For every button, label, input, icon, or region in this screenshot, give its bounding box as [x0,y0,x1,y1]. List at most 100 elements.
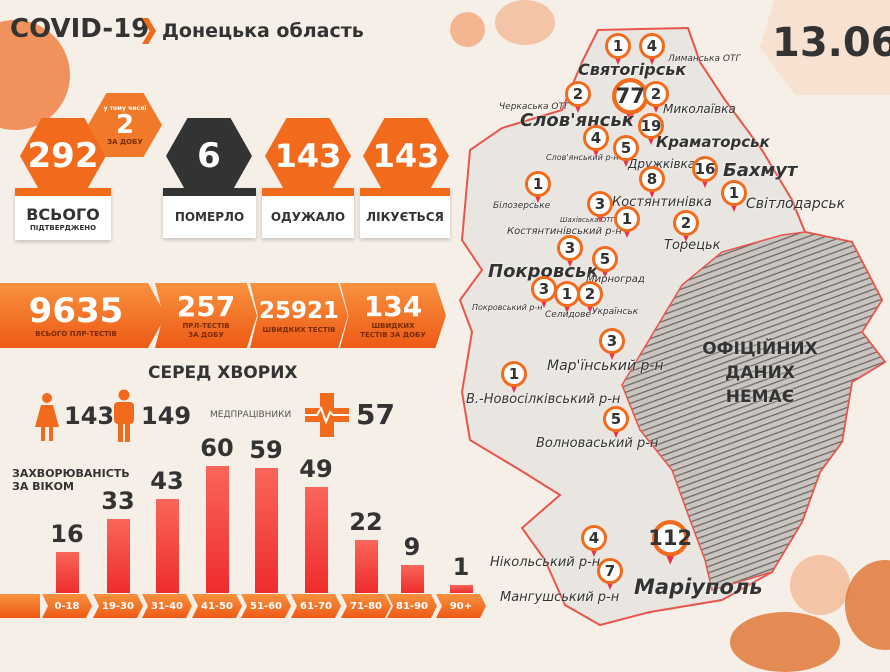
pin-count: 2 [577,281,603,307]
pin-count: 2 [565,81,591,107]
map-pin[interactable]: 2 [673,210,699,244]
map-pin[interactable]: 2 [643,81,669,115]
map-label: Покровськ [488,261,599,282]
pin-count: 1 [614,206,640,232]
map-label: Волноваський р-н [536,436,659,451]
daily-label: ЗА ДОБУ [107,137,143,146]
map-pin[interactable]: 8 [639,166,665,200]
pin-count: 1 [525,171,551,197]
age-tick: 51-60 [241,594,291,618]
map-label: В.-Новосілківський р-н [466,392,621,407]
map-label: Торецьк [664,238,721,253]
died-card: ПОМЕРЛО [163,188,256,238]
tests-total-label: ВСЬОГО ПЛР-ТЕСТІВ [35,330,117,338]
bar-value: 60 [200,434,234,462]
pin-count: 4 [581,525,607,551]
map-pin[interactable]: 1 [501,361,527,395]
map-pin[interactable]: 3 [557,235,583,269]
pin-count: 5 [592,246,618,272]
map-pin[interactable]: 4 [581,525,607,559]
pin-count: 2 [673,210,699,236]
map-pin[interactable]: 77 [612,78,649,126]
map-label: Слов'янський р-н [546,153,619,162]
map-pin[interactable]: 2 [577,281,603,315]
bar-value: 9 [403,533,421,562]
virus-decoration [790,555,850,615]
map-pin[interactable]: 5 [603,406,629,440]
map-pin[interactable]: 7 [597,558,623,592]
map-label: Нікольський р-н [490,555,601,570]
age-tick: 19-30 [93,594,143,618]
bar-value: 1 [452,553,470,581]
pin-count: 3 [531,276,557,302]
pin-count: 4 [639,33,665,59]
pin-count: 77 [612,78,649,115]
pin-count: 5 [613,135,639,161]
map-pin[interactable]: 19 [638,113,664,147]
region-title: Донецька область [162,20,364,42]
map-label: Черкаська ОТГ [499,102,570,112]
male-icon [114,389,134,442]
bar [305,487,328,593]
bar-value: 22 [349,508,383,537]
bar-value: 59 [249,435,283,464]
recovered-card: ОДУЖАЛО [262,188,354,238]
treated-label: ЛІКУЄТЬСЯ [366,210,444,224]
age-tick: 61-70 [291,594,341,618]
map-pin[interactable]: 1 [614,206,640,240]
map-pin[interactable]: 112 [648,520,692,568]
pin-count: 2 [643,81,669,107]
map-pin[interactable]: 3 [599,328,625,362]
no-data-label: ОФІЦІЙНИХ ДАНИХ НЕМАЄ [690,337,830,409]
female-count: 143 [64,402,115,430]
map-label: Селидове [545,310,591,320]
map-pin[interactable]: 4 [583,125,609,159]
recovered-hex: 143 [265,118,351,194]
pin-count: 5 [603,406,629,432]
virus-decoration [450,12,485,47]
confirmed-label: ВСЬОГО [26,204,100,224]
no-data-line: ДАНИХ [725,363,795,383]
age-tick: 90+ [436,594,486,618]
map-pin[interactable]: 5 [592,246,618,280]
map-pin[interactable]: 3 [531,276,557,310]
bar [355,540,378,593]
map-label: Мангушський р-н [500,590,620,605]
map-pin[interactable]: 4 [639,33,665,67]
map-pin[interactable]: 5 [613,135,639,169]
medics-label: МЕДПРАЦІВНИКИ [210,410,292,420]
age-tick: 0-18 [42,594,92,618]
virus-decoration [495,0,555,45]
bar-value: 16 [50,519,84,548]
covid-title: COVID-19 [10,14,150,44]
pin-count: 19 [638,113,664,139]
pin-count: 7 [597,558,623,584]
patients-title: СЕРЕД ХВОРИХ [148,363,298,383]
map-pin[interactable]: 1 [721,180,747,214]
bar [206,466,229,593]
chart-title-line: ЗА ВІКОМ [12,480,74,493]
rapid-tests: 25921 ШВИДКИХ ТЕСТІВ [250,283,348,348]
age-tick: 71-80 [341,594,391,618]
map-pin[interactable]: 3 [587,191,613,225]
no-data-area [621,231,887,591]
map-pin[interactable]: 16 [692,156,718,190]
map-label: Дружківка [628,157,696,171]
died-label: ПОМЕРЛО [174,210,245,224]
map-label: Костянтинівський р-н [507,226,622,237]
map-label: Лиманська ОТГ [668,54,741,64]
bar [56,551,79,593]
map-pin[interactable]: 2 [565,81,591,115]
pin-count: 3 [587,191,613,217]
region-map [458,26,887,627]
map-pin[interactable]: 1 [605,33,631,67]
age-tick: 31-40 [142,594,192,618]
bar-value: 43 [150,467,184,496]
map-label: Слов'янськ [520,110,634,131]
male-count: 149 [141,402,192,430]
map-label: Мар'їнський р-н [547,358,664,374]
map-pin[interactable]: 1 [525,171,551,205]
map-label: Білозерське [493,201,551,211]
map-label: Маріуполь [634,575,763,599]
bar [156,499,179,593]
